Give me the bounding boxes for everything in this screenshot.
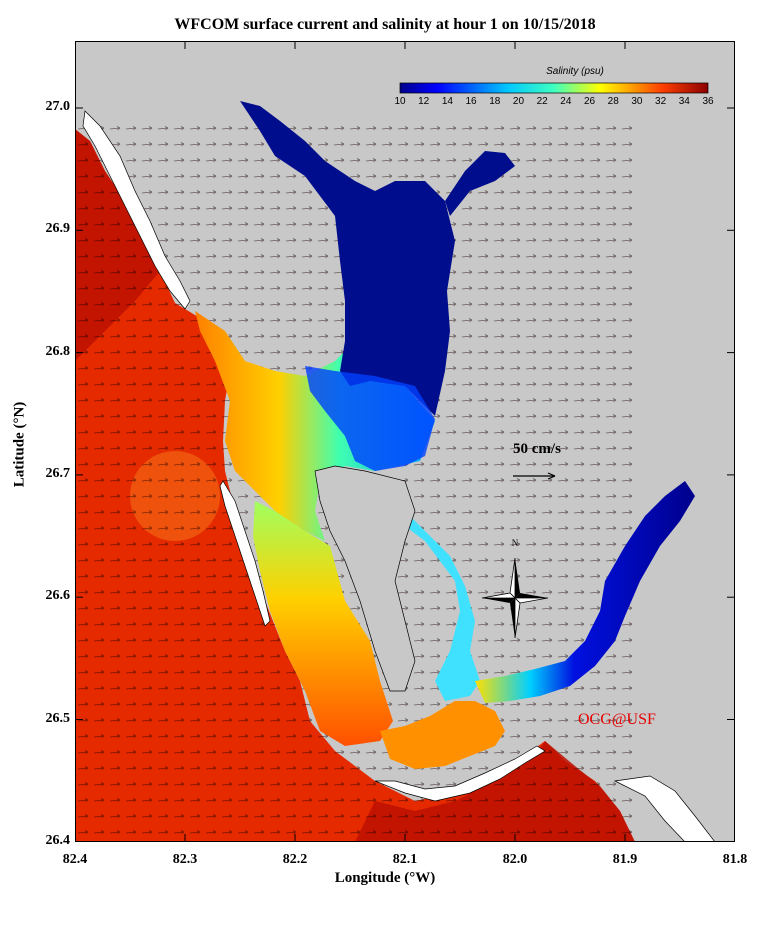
y-axis-label: Latitude (°N) [11,401,28,488]
map-frame: N [75,41,735,842]
x-tick-label: 82.4 [62,852,88,867]
peace-river-water [240,101,455,416]
chart-title: WFCOM surface current and salinity at ho… [174,16,596,33]
estero-shore [613,775,716,842]
compass-north-label: N [512,538,519,548]
compass-rose [481,557,549,639]
pine-island [314,465,416,692]
colorbar-tick-label: 34 [678,96,690,107]
upper-harbor-gradient [305,366,435,471]
barrier-islands [82,110,191,310]
scale-label: 50 cm/s [513,441,561,457]
y-tick-label: 26.6 [45,588,71,604]
x-axis-label: Longitude (°W) [334,870,436,886]
y-tick-label: 26.5 [45,710,71,726]
peace-river-east [445,151,515,216]
colorbar-tick-label: 26 [583,96,596,107]
y-tick-label: 26.9 [45,221,71,237]
credit-label: OCG@USF [578,711,656,728]
matlacha-pass-water [405,519,480,701]
san-carlos-bay-water [380,701,505,769]
colorbar-tick-label: 28 [607,96,619,107]
colorbar-tick-label: 24 [560,96,572,107]
colorbar-tick-label: 16 [465,96,477,107]
x-tick-label: 82.0 [502,852,528,867]
charlotte-harbor-water [195,311,435,541]
colorbar-title: Salinity (psu) [546,66,604,77]
axis-ticks [75,41,735,842]
x-tick-label: 81.9 [612,852,638,867]
colorbar-tick-label: 14 [441,96,453,107]
colorbar-tick-label: 22 [536,96,548,107]
colorbar-tick-label: 12 [418,96,430,107]
sanibel-island [374,745,546,802]
colorbar-tick-label: 30 [631,96,643,107]
x-tick-label: 82.2 [282,852,308,867]
colorbar-tick-label: 20 [512,96,525,107]
x-tick-label: 82.3 [172,852,198,867]
gasparilla-island [219,480,271,627]
colorbar [399,82,709,94]
colorbar-tick-label: 18 [489,96,501,107]
y-tick-label: 26.7 [45,465,71,481]
colorbar-tick-label: 32 [655,96,667,107]
y-tick-label: 27.0 [45,99,71,114]
caloosahatchee-river-water [475,481,695,703]
x-tick-label: 82.1 [392,852,418,867]
colorbar-tick-label: 10 [394,96,406,107]
colorbar-tick-label: 36 [702,96,714,107]
y-tick-label: 26.4 [45,832,71,848]
x-tick-label: 81.8 [722,852,748,867]
y-tick-label: 26.8 [45,343,71,359]
pine-island-sound-water [253,501,393,746]
